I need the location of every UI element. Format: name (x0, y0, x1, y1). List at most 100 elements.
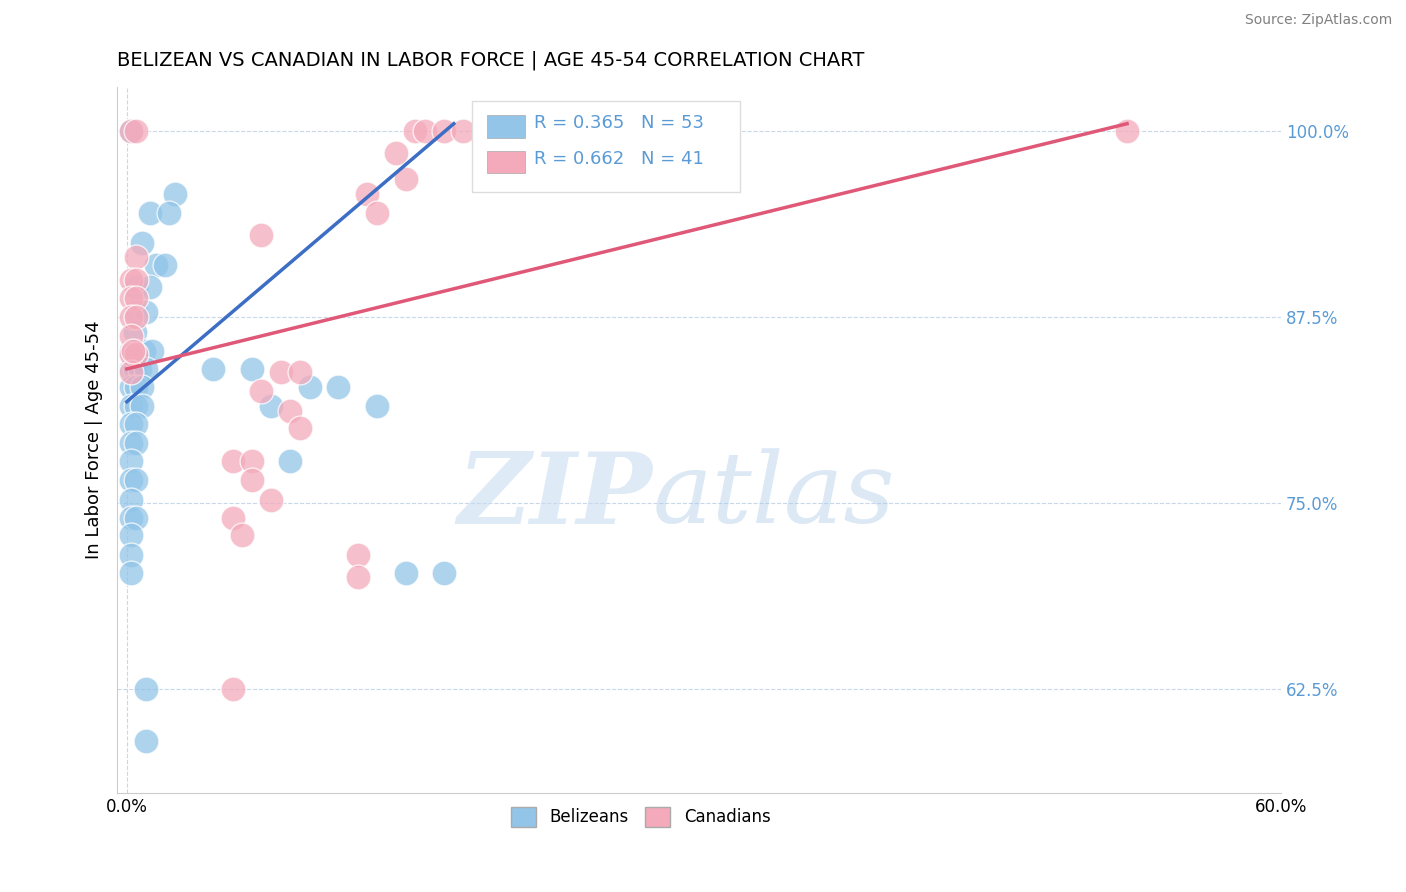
Point (240, 474, 263, 488)
Point (125, 417, 148, 431)
Point (125, 124, 148, 138)
Point (278, 454, 301, 468)
Point (125, 380, 148, 394)
Point (366, 399, 388, 413)
Point (139, 280, 162, 294)
Point (270, 365, 292, 379)
Point (120, 124, 142, 138)
Point (202, 362, 225, 376)
Text: BELIZEAN VS CANADIAN IN LABOR FORCE | AGE 45-54 CORRELATION CHART: BELIZEAN VS CANADIAN IN LABOR FORCE | AG… (117, 51, 865, 70)
Point (413, 124, 436, 138)
Point (124, 325, 146, 339)
Point (120, 566, 142, 580)
Point (135, 681, 157, 696)
Point (134, 344, 156, 359)
Point (120, 454, 142, 468)
Point (131, 235, 153, 250)
Point (240, 454, 263, 468)
Point (346, 570, 368, 584)
Point (157, 206, 180, 220)
Point (288, 365, 311, 379)
Point (120, 362, 142, 376)
Point (433, 566, 456, 580)
Point (385, 146, 408, 161)
Point (163, 186, 186, 201)
Point (145, 258, 167, 272)
Point (120, 417, 142, 431)
Point (120, 291, 142, 305)
Point (346, 548, 368, 562)
Point (260, 399, 283, 413)
Point (250, 228, 273, 243)
Point (125, 474, 148, 488)
Point (120, 510, 142, 524)
Point (131, 380, 153, 394)
Point (298, 380, 321, 394)
Point (155, 258, 177, 272)
FancyBboxPatch shape (488, 115, 524, 138)
Point (120, 124, 142, 138)
Point (231, 528, 253, 542)
Point (125, 347, 148, 361)
Point (120, 492, 142, 507)
Text: R = 0.662: R = 0.662 (534, 150, 624, 168)
Point (125, 280, 148, 294)
Point (135, 305, 157, 319)
Point (125, 510, 148, 524)
Point (356, 186, 378, 201)
Point (288, 421, 311, 435)
Point (221, 510, 243, 524)
Point (1116, 124, 1139, 138)
Point (120, 365, 142, 379)
Point (135, 733, 157, 747)
Point (221, 681, 243, 696)
FancyBboxPatch shape (488, 151, 524, 173)
Text: ZIP: ZIP (457, 448, 652, 544)
Point (129, 362, 152, 376)
Point (125, 436, 148, 450)
Point (260, 492, 283, 507)
Point (141, 344, 163, 359)
Point (125, 399, 148, 413)
Point (120, 380, 142, 394)
Point (125, 251, 148, 265)
Point (120, 548, 142, 562)
Point (120, 310, 142, 324)
Point (221, 454, 243, 468)
Point (125, 305, 148, 319)
Point (131, 399, 153, 413)
Y-axis label: In Labor Force | Age 45-54: In Labor Force | Age 45-54 (86, 320, 103, 559)
Point (120, 347, 142, 361)
Point (395, 566, 418, 580)
Point (120, 399, 142, 413)
Point (366, 206, 388, 220)
Text: N = 53: N = 53 (641, 114, 704, 132)
Point (453, 124, 475, 138)
Point (278, 403, 301, 417)
Point (125, 291, 148, 305)
Point (124, 362, 146, 376)
Point (120, 436, 142, 450)
Text: N = 41: N = 41 (641, 150, 704, 168)
Point (250, 384, 273, 399)
Point (120, 329, 142, 343)
Point (240, 362, 263, 376)
Point (120, 528, 142, 542)
Legend: Belizeans, Canadians: Belizeans, Canadians (505, 800, 778, 834)
Point (404, 124, 426, 138)
Point (433, 124, 456, 138)
Point (120, 344, 142, 359)
Point (395, 171, 418, 186)
FancyBboxPatch shape (472, 101, 740, 193)
Point (135, 362, 157, 376)
Point (125, 310, 148, 324)
Point (125, 273, 148, 287)
Text: Source: ZipAtlas.com: Source: ZipAtlas.com (1244, 13, 1392, 28)
Point (139, 206, 162, 220)
Point (120, 273, 142, 287)
Text: R = 0.365: R = 0.365 (534, 114, 624, 132)
Point (328, 380, 350, 394)
Text: atlas: atlas (652, 449, 896, 544)
Point (125, 344, 148, 359)
Point (120, 474, 142, 488)
